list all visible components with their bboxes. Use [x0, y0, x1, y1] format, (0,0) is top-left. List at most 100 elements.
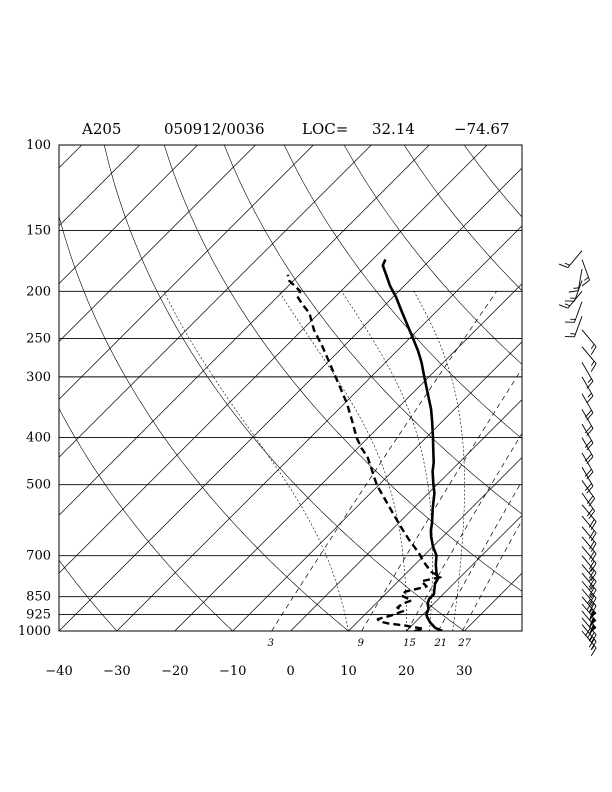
wind-barb-flag	[588, 578, 595, 588]
wind-barb-staff	[581, 610, 597, 629]
wind-barb-half-flag	[589, 576, 593, 582]
wind-barb-flag	[558, 263, 569, 268]
wind-barb-flag	[588, 510, 595, 519]
isotherm	[290, 399, 522, 631]
wind-barb	[581, 480, 595, 507]
wind-barb-pennant	[589, 609, 597, 620]
wind-barb-staff	[581, 437, 594, 457]
wind-barb-half-flag	[564, 262, 570, 266]
wind-barb-half-flag	[587, 598, 591, 604]
wind-barb	[581, 515, 597, 542]
pressure-tick-label: 300	[26, 370, 51, 385]
pressure-tick-label: 850	[26, 590, 51, 605]
isotherm	[59, 145, 372, 458]
dry-adiabat	[59, 559, 118, 631]
wind-barb	[581, 564, 597, 590]
wind-barb-flag	[588, 540, 595, 550]
wind-barb-staff	[574, 280, 583, 302]
temperature-tick-label: −10	[219, 664, 246, 679]
isotherm	[59, 145, 314, 400]
wind-barb-flag	[568, 290, 579, 293]
wind-barb-flag	[586, 471, 594, 480]
isotherm	[174, 283, 522, 631]
mixing-ratio-label: 9	[358, 638, 365, 649]
wind-barb	[581, 259, 590, 287]
wind-barb	[581, 466, 594, 494]
wind-barb-flag	[588, 603, 595, 612]
wind-barb	[581, 546, 597, 572]
wind-barb-staff	[581, 515, 597, 534]
pressure-tick-label: 200	[26, 284, 51, 299]
wind-barb-half-flag	[589, 593, 593, 599]
wind-barb	[581, 329, 597, 355]
isotherm	[59, 145, 488, 574]
title-lat: 32.14	[372, 120, 415, 138]
wind-barb	[564, 280, 583, 302]
mixing-ratio-line	[271, 291, 497, 631]
wind-barb-flag	[584, 440, 592, 448]
wind-barb-flag	[590, 521, 597, 530]
wind-barb-staff	[574, 316, 583, 337]
temperature-tick-label: −30	[103, 664, 130, 679]
isotherm	[232, 341, 522, 631]
isotherm	[580, 145, 612, 631]
title-station: A205	[81, 120, 121, 138]
wind-barb-staff	[581, 536, 597, 554]
title-loc-label: LOC=	[302, 120, 348, 138]
wind-barb-flag	[588, 560, 595, 570]
wind-barb	[581, 437, 594, 465]
wind-barb	[581, 393, 594, 421]
wind-barb	[581, 362, 594, 389]
wind-barb-flag	[590, 346, 597, 355]
wind-barb-staff	[581, 564, 597, 582]
wind-barb-staff	[581, 346, 597, 364]
mixing-ratio-label: 15	[403, 638, 416, 649]
wind-barb	[581, 596, 597, 620]
wind-barb-flag	[581, 279, 590, 287]
wind-barb	[581, 572, 597, 599]
wind-barb-staff	[581, 603, 597, 622]
pressure-tick-label: 1000	[18, 624, 51, 639]
wind-barb-half-flag	[573, 287, 579, 289]
dry-adiabat	[163, 145, 522, 592]
wind-barb-half-flag	[590, 344, 595, 349]
wind-barb-flag	[586, 381, 594, 389]
wind-barb-flag	[590, 553, 597, 562]
wind-barb	[581, 346, 597, 372]
wind-barb-flag	[585, 627, 591, 637]
wind-barb-flag	[590, 605, 597, 615]
dry-adiabat	[223, 145, 522, 515]
wind-barb-flag	[588, 530, 595, 539]
isotherm	[406, 514, 522, 631]
pressure-tick-label: 150	[26, 224, 51, 239]
wind-barb-half-flag	[587, 378, 592, 383]
wind-barb-flag	[586, 395, 594, 404]
plot-frame	[58, 144, 523, 632]
wind-barb-flag	[588, 638, 595, 648]
wind-barb-flag	[590, 597, 597, 607]
wind-barb-flag	[558, 304, 569, 309]
wind-barb	[581, 617, 597, 644]
wind-barb-staff	[581, 526, 597, 544]
isotherm	[348, 457, 522, 631]
sounding-traces	[286, 258, 443, 631]
wind-barb-staff	[577, 268, 583, 291]
wind-barb-half-flag	[584, 276, 589, 281]
wind-barb-staff	[581, 596, 597, 614]
isotherm	[116, 225, 522, 631]
wind-barb-flag	[586, 495, 594, 504]
wind-barb	[564, 301, 583, 323]
wind-barb-staff	[567, 250, 583, 268]
wind-barb-half-flag	[590, 360, 595, 366]
temperature-tick-label: 10	[340, 664, 357, 679]
moist-adiabat	[341, 291, 433, 631]
wind-barb	[558, 291, 583, 309]
wind-barb-flag	[584, 469, 592, 477]
wind-barb-half-flag	[564, 303, 570, 307]
wind-barb-staff	[574, 301, 583, 323]
wind-barb-pennant	[589, 617, 597, 627]
wind-barb-staff	[581, 588, 597, 607]
wind-barb-flag	[588, 498, 595, 507]
